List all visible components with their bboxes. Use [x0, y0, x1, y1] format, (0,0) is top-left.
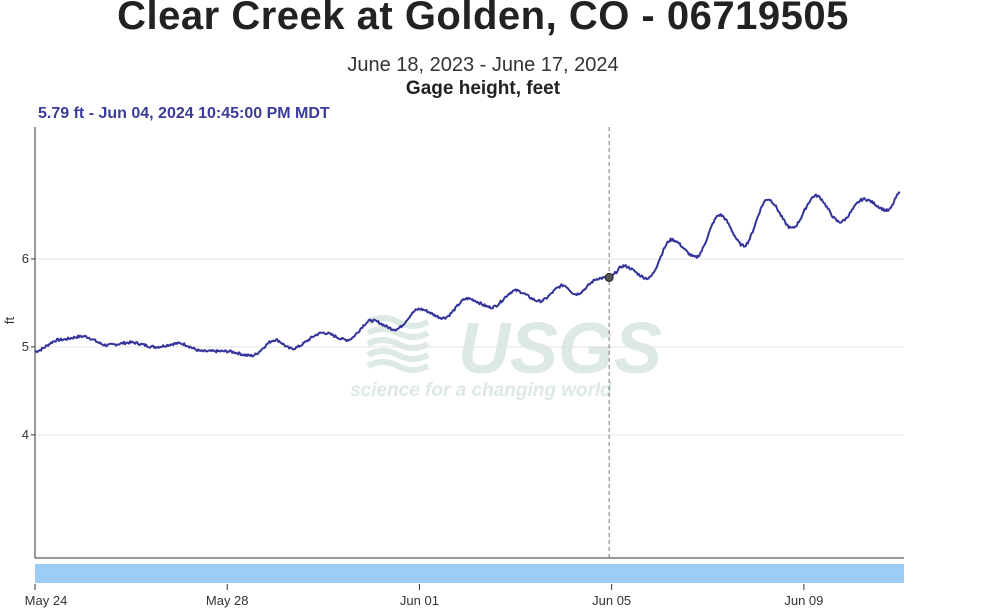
chart-title: Clear Creek at Golden, CO - 06719505 — [117, 0, 849, 38]
logo-wave — [366, 348, 430, 362]
y-axis-ticks: 4 5 6 ft — [2, 251, 35, 442]
cursor-layer[interactable] — [604, 127, 614, 558]
y-tick-label: 4 — [22, 427, 29, 442]
x-axis-ticks: May 24 May 28 Jun 01 Jun 05 Jun 09 — [25, 584, 823, 608]
logo-wave — [366, 315, 430, 329]
axes — [34, 127, 904, 559]
y-tick-label: 5 — [22, 339, 29, 354]
y-axis-label: ft — [2, 317, 17, 325]
logo-wave — [366, 326, 430, 340]
series-line — [34, 191, 901, 358]
usgs-tagline: science for a changing world — [350, 380, 612, 401]
logo-wave — [366, 359, 430, 373]
cursor-readout: 5.79 ft - Jun 04, 2024 10:45:00 PM MDT — [38, 105, 330, 122]
usgs-watermark: USGS science for a changing world — [350, 309, 662, 401]
parameter-label: Gage height, feet — [405, 78, 561, 99]
x-tick-label: Jun 09 — [784, 593, 823, 608]
y-tick-label: 6 — [22, 251, 29, 266]
time-range-brush[interactable] — [35, 564, 904, 583]
series-layer — [34, 191, 901, 358]
usgs-logo-text: USGS — [458, 309, 662, 389]
usgs-logo-waves-icon — [366, 315, 430, 373]
x-tick-label: Jun 01 — [400, 593, 439, 608]
x-tick-label: May 28 — [206, 593, 249, 608]
x-tick-label: Jun 05 — [592, 593, 631, 608]
date-range: June 18, 2023 - June 17, 2024 — [347, 54, 619, 76]
gridlines — [35, 258, 904, 436]
x-tick-label: May 24 — [25, 593, 68, 608]
cursor-point — [604, 272, 614, 282]
